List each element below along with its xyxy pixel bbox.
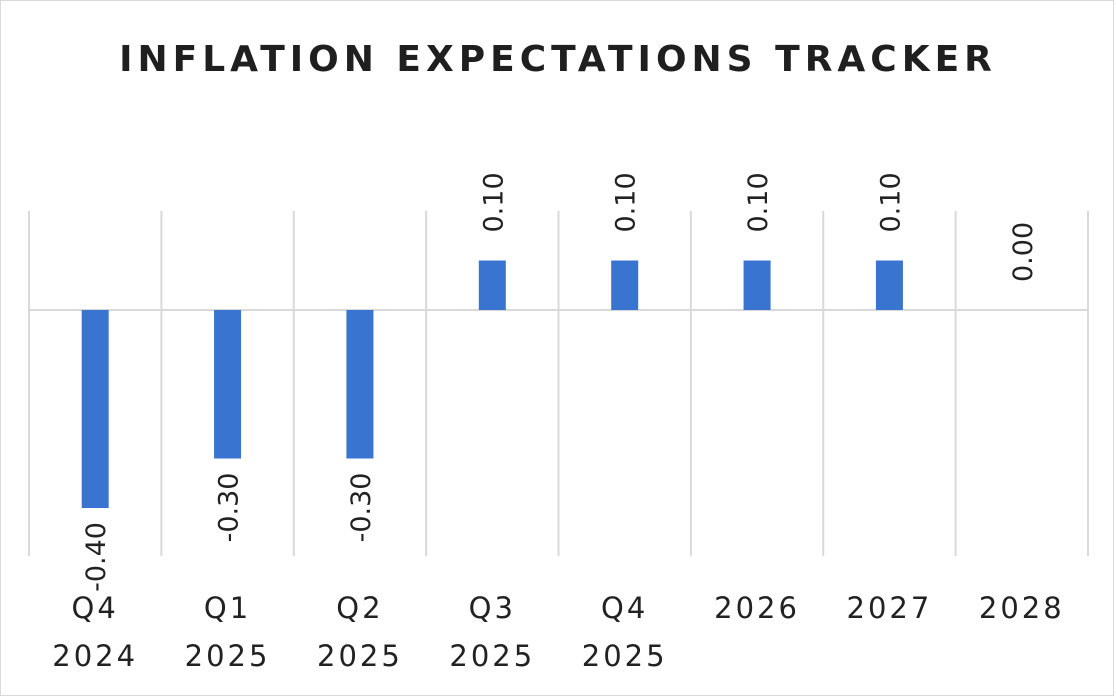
bar: [875, 260, 903, 310]
data-label: -0.30: [346, 473, 377, 543]
x-tick-label: 2025: [317, 639, 403, 673]
x-tick-label: 2024: [52, 639, 138, 673]
x-tick-label: 2025: [582, 639, 668, 673]
x-tick-label: 2027: [847, 591, 933, 625]
bar: [611, 260, 639, 310]
data-label: 0.10: [743, 172, 774, 232]
bar: [346, 310, 374, 459]
data-label: 0.00: [1008, 222, 1039, 282]
bar: [478, 260, 506, 310]
x-tick-label: Q1: [204, 591, 251, 625]
data-label: 0.10: [478, 172, 509, 232]
x-tick-label: Q4: [72, 591, 119, 625]
x-tick-label: Q2: [336, 591, 383, 625]
data-label: -0.30: [214, 473, 245, 543]
bar: [81, 310, 109, 508]
x-tick-label: Q4: [601, 591, 648, 625]
x-tick-label: Q3: [469, 591, 516, 625]
chart-title: INFLATION EXPECTATIONS TRACKER: [119, 39, 997, 80]
bar: [214, 310, 242, 459]
data-label: 0.10: [875, 172, 906, 232]
data-label: -0.40: [81, 522, 112, 592]
x-tick-label: 2025: [449, 639, 535, 673]
x-tick-label: 2028: [979, 591, 1065, 625]
x-tick-label: 2025: [185, 639, 271, 673]
x-tick-label: 2026: [714, 591, 800, 625]
data-label: 0.10: [611, 172, 642, 232]
bar: [743, 260, 771, 310]
